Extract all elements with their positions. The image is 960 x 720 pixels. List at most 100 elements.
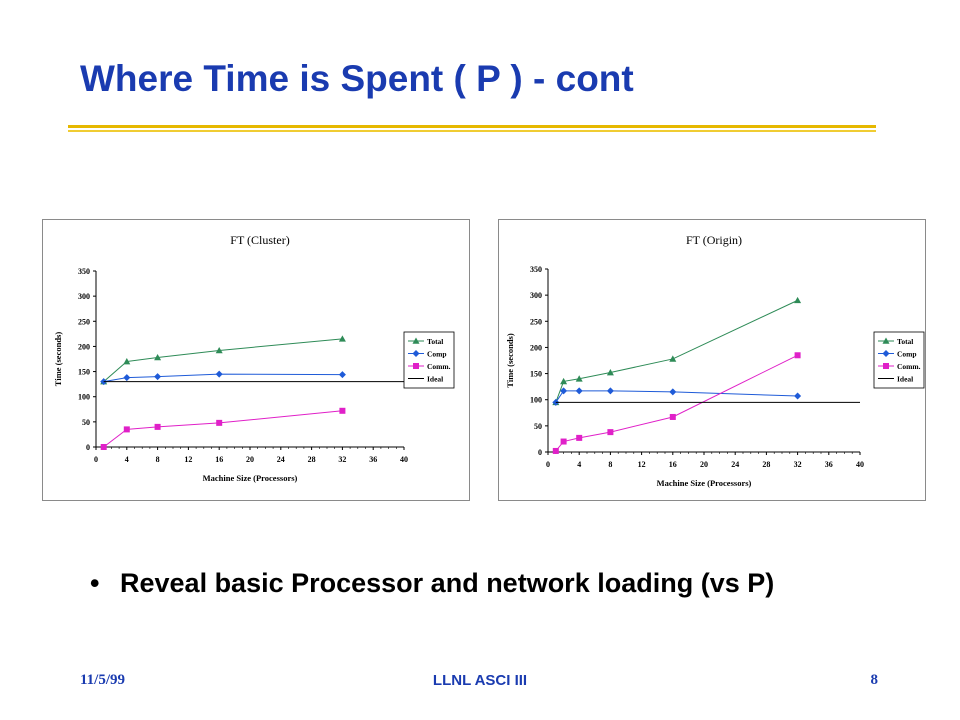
data-point-comm bbox=[560, 438, 567, 445]
data-point-comp bbox=[560, 387, 568, 395]
legend-marker-comm bbox=[883, 363, 889, 369]
x-tick-label: 40 bbox=[856, 460, 864, 469]
series-line-comp bbox=[103, 373, 343, 383]
legend-label-ideal: Ideal bbox=[427, 375, 443, 384]
bullet-glyph: • bbox=[90, 568, 100, 598]
y-tick-label: 150 bbox=[530, 370, 542, 379]
series-line-comm bbox=[103, 410, 343, 448]
x-tick-label: 36 bbox=[825, 460, 833, 469]
title-rule-secondary bbox=[68, 130, 876, 132]
y-tick-label: 50 bbox=[82, 418, 90, 427]
y-axis-label: Time (seconds) bbox=[505, 333, 515, 388]
legend-marker-comp bbox=[882, 350, 890, 357]
data-point-total bbox=[560, 377, 568, 385]
data-point-comp bbox=[606, 387, 614, 395]
slide-title: Where Time is Spent ( P ) - cont bbox=[80, 58, 634, 99]
x-tick-label: 32 bbox=[794, 460, 802, 469]
x-tick-label: 28 bbox=[762, 460, 770, 469]
data-point-comm bbox=[154, 423, 161, 430]
page-number: 8 bbox=[870, 672, 879, 688]
data-point-total bbox=[338, 335, 346, 342]
y-tick-label: 0 bbox=[538, 448, 542, 457]
series-comp bbox=[100, 370, 346, 386]
x-tick-label: 8 bbox=[156, 455, 160, 464]
x-tick-label: 12 bbox=[184, 455, 192, 464]
data-point-comp bbox=[100, 378, 108, 386]
chart-svg: FT (Cluster) 0 50 100 150 200 250 300 350 0 4 8 12 16… bbox=[53, 233, 455, 483]
y-tick-label: 250 bbox=[530, 317, 542, 326]
y-tick-label: 300 bbox=[530, 291, 542, 300]
data-point-comm bbox=[607, 429, 614, 436]
y-tick-label: 200 bbox=[78, 342, 90, 351]
legend-marker-total bbox=[412, 337, 420, 344]
data-point-total bbox=[215, 346, 223, 354]
x-tick-label: 4 bbox=[577, 460, 581, 469]
series-line-comp bbox=[555, 390, 798, 403]
bullet-point: • Reveal basic Processor and network loa… bbox=[90, 566, 890, 600]
x-tick-label: 24 bbox=[731, 460, 739, 469]
y-tick-label: 50 bbox=[534, 422, 542, 431]
x-tick-label: 12 bbox=[638, 460, 646, 469]
legend-label-total: Total bbox=[427, 337, 443, 346]
x-tick-label: 16 bbox=[669, 460, 677, 469]
data-point-comm bbox=[794, 352, 801, 359]
x-tick-label: 16 bbox=[215, 455, 223, 464]
x-tick-label: 36 bbox=[369, 455, 377, 464]
data-point-total bbox=[123, 358, 131, 365]
data-point-total bbox=[575, 375, 583, 382]
chart-legend: Total Comp Comm. Ideal bbox=[403, 331, 455, 389]
legend-label-comp: Comp bbox=[427, 350, 447, 359]
data-point-comm bbox=[100, 444, 107, 450]
series-line-comm bbox=[555, 354, 798, 452]
y-axis-label: Time (seconds) bbox=[53, 332, 63, 387]
x-tick-label: 0 bbox=[94, 455, 98, 464]
legend-label-comm: Comm. bbox=[427, 362, 451, 371]
data-point-comp bbox=[552, 398, 560, 406]
data-point-comm bbox=[576, 434, 583, 441]
y-tick-label: 200 bbox=[530, 343, 542, 352]
series-line-total bbox=[103, 338, 343, 383]
y-tick-label: 150 bbox=[78, 368, 90, 377]
data-point-comm bbox=[339, 407, 346, 414]
data-point-comp bbox=[123, 374, 131, 382]
data-point-comm bbox=[123, 426, 130, 433]
chart-svg: FT (Origin) 0 50 100 150 200 250 300 350 0 4 8 12 16 2… bbox=[505, 233, 925, 488]
x-tick-label: 28 bbox=[308, 455, 316, 464]
data-point-comp bbox=[338, 371, 346, 379]
series-total bbox=[552, 296, 802, 406]
series-comp bbox=[552, 387, 802, 406]
chart-title: FT (Origin) bbox=[686, 233, 742, 247]
footer-center: LLNL ASCI III bbox=[432, 672, 528, 689]
legend-marker-total bbox=[882, 337, 890, 344]
legend-label-ideal: Ideal bbox=[897, 375, 913, 384]
x-tick-label: 0 bbox=[546, 460, 550, 469]
data-point-total bbox=[794, 296, 802, 304]
data-point-comp bbox=[575, 387, 583, 395]
series-comm bbox=[100, 407, 346, 450]
chart-legend: Total Comp Comm. Ideal bbox=[873, 331, 925, 389]
data-point-comp bbox=[154, 373, 162, 381]
chart-title: FT (Cluster) bbox=[230, 233, 289, 247]
chart-ft-cluster: FT (Cluster) 0 50 100 150 200 250 300 350 0 4 8 12 16… bbox=[42, 219, 470, 501]
series-line-total bbox=[555, 299, 798, 403]
y-tick-label: 100 bbox=[78, 393, 90, 402]
legend-label-comp: Comp bbox=[897, 350, 917, 359]
y-tick-label: 250 bbox=[78, 317, 90, 326]
y-tick-label: 350 bbox=[78, 267, 90, 276]
data-point-total bbox=[606, 369, 614, 376]
data-point-comp bbox=[794, 392, 802, 400]
legend-marker-comp bbox=[412, 350, 420, 357]
x-tick-label: 40 bbox=[400, 455, 408, 464]
y-tick-label: 350 bbox=[530, 265, 542, 274]
series-comm bbox=[552, 352, 801, 454]
legend-label-total: Total bbox=[897, 337, 913, 346]
x-tick-label: 4 bbox=[125, 455, 129, 464]
y-tick-label: 300 bbox=[78, 292, 90, 301]
data-point-comm bbox=[669, 413, 676, 420]
x-tick-label: 20 bbox=[246, 455, 254, 464]
data-point-comm bbox=[216, 419, 223, 426]
footer-date: 11/5/99 bbox=[80, 672, 126, 688]
data-point-total bbox=[669, 355, 677, 362]
x-axis-label: Machine Size (Processors) bbox=[203, 473, 298, 483]
x-tick-label: 8 bbox=[608, 460, 612, 469]
